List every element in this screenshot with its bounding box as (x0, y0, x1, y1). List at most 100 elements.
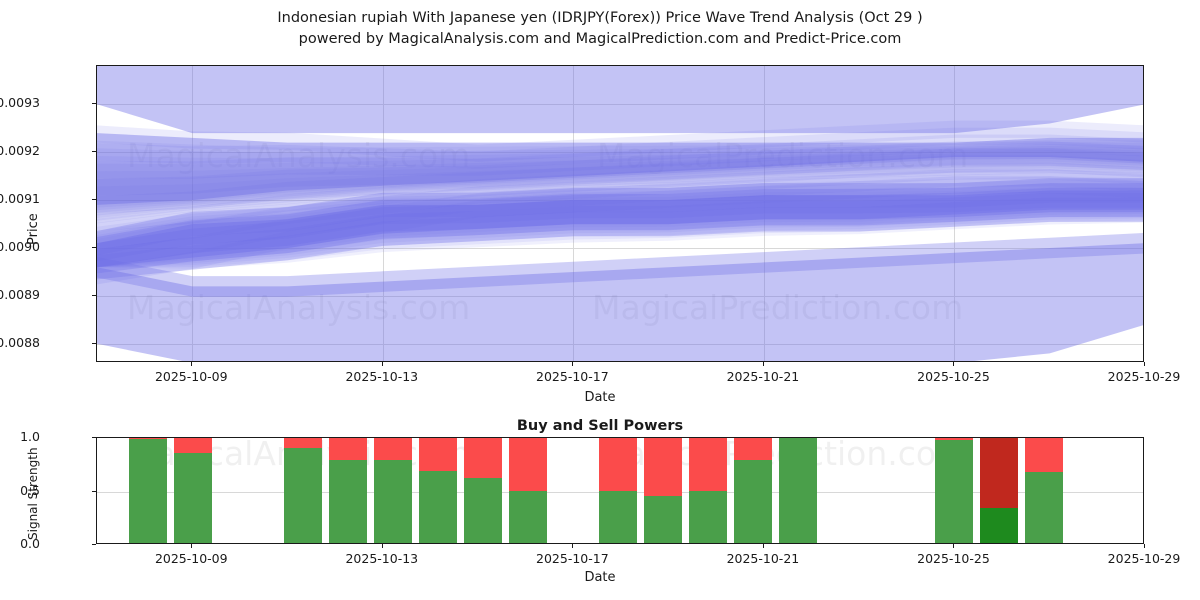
price-y-tick-mark (92, 199, 96, 201)
sell-power-segment (284, 438, 322, 448)
price-vgridline (763, 66, 765, 361)
powers-x-tick-mark (572, 544, 574, 548)
wave-band (97, 152, 1143, 224)
powers-x-tick-label: 2025-10-21 (726, 551, 800, 566)
wave-band (97, 183, 1143, 262)
sell-power-segment (129, 438, 167, 440)
buy-power-segment (935, 440, 973, 543)
powers-y-tick-mark (92, 437, 96, 438)
wave-band (97, 197, 1143, 280)
price-x-tick-label: 2025-10-17 (536, 369, 609, 384)
powers-x-tick-mark (381, 544, 383, 548)
buy-power-segment (779, 438, 817, 543)
buy-power-segment (329, 459, 367, 543)
sell-power-segment (734, 438, 772, 460)
price-y-tick-mark (92, 103, 96, 105)
buy-power-segment (464, 477, 502, 543)
wave-band (97, 150, 1143, 221)
wave-band (97, 127, 1143, 169)
wave-band (97, 162, 1143, 249)
power-bar[interactable] (129, 438, 167, 543)
price-vgridline (192, 66, 194, 361)
sell-power-segment (509, 438, 547, 491)
wave-band (97, 146, 1143, 216)
power-bar[interactable] (419, 438, 457, 543)
powers-x-tick-label: 2025-10-13 (345, 551, 419, 566)
power-bar[interactable] (779, 438, 817, 543)
title-line-1: Indonesian rupiah With Japanese yen (IDR… (277, 10, 923, 26)
power-bar[interactable] (935, 438, 973, 543)
price-x-tick-mark (953, 362, 955, 366)
powers-x-tick-mark (953, 544, 955, 548)
wave-band (97, 120, 1143, 162)
wave-band (97, 190, 1143, 268)
price-y-tick-mark (92, 151, 96, 153)
price-x-tick-label: 2025-10-13 (345, 369, 419, 384)
wave-band (97, 176, 1143, 268)
price-wave-bands (97, 66, 1143, 361)
price-y-tick-mark (92, 342, 96, 344)
price-y-tick-mark (92, 294, 96, 296)
price-gridline (97, 248, 1143, 250)
buy-power-segment (129, 439, 167, 543)
wave-band (97, 187, 1143, 268)
wave-band (97, 233, 1143, 297)
buy-power-segment (689, 490, 727, 543)
wave-band (97, 169, 1143, 269)
buy-power-segment (644, 495, 682, 543)
power-bar[interactable] (599, 438, 637, 543)
buy-power-segment (284, 447, 322, 543)
power-bar[interactable] (464, 438, 502, 543)
price-x-tick-mark (191, 362, 193, 366)
sell-power-segment (1025, 438, 1063, 473)
wave-band (97, 187, 1143, 268)
power-bar[interactable] (1025, 438, 1063, 543)
wave-band (97, 155, 1143, 232)
power-bar[interactable] (329, 438, 367, 543)
price-x-tick-label: 2025-10-09 (154, 369, 228, 384)
wave-band (97, 134, 1143, 179)
buy-power-segment (419, 471, 457, 543)
powers-x-axis-label: Date (584, 570, 616, 585)
powers-chart-title: Buy and Sell Powers (516, 418, 684, 434)
powers-x-tick-mark (762, 544, 764, 548)
price-wave-chart: MagicalAnalysis.com MagicalPrediction.com… (96, 65, 1144, 362)
price-gridline (97, 200, 1143, 202)
buy-power-segment (374, 459, 412, 543)
powers-x-tick-label: 2025-10-17 (536, 551, 609, 566)
sell-power-segment (419, 438, 457, 472)
buy-power-segment (1025, 472, 1063, 543)
wave-band (97, 192, 1143, 274)
power-bar[interactable] (980, 438, 1018, 543)
power-bar[interactable] (509, 438, 547, 543)
price-x-tick-mark (1144, 362, 1145, 366)
wave-band (97, 169, 1143, 267)
power-bar[interactable] (734, 438, 772, 543)
powers-x-tick-mark (1144, 544, 1145, 548)
price-y-tick-mark (92, 247, 96, 249)
powers-x-tick-mark (191, 544, 193, 548)
power-bar[interactable] (374, 438, 412, 543)
sell-power-segment (599, 438, 637, 491)
power-bar[interactable] (644, 438, 682, 543)
powers-x-tick-label: 2025-10-09 (154, 551, 228, 566)
price-gridline (97, 104, 1143, 106)
buy-power-segment (734, 459, 772, 543)
price-vgridline (573, 66, 575, 361)
buy-power-segment (174, 453, 212, 543)
wave-band (97, 176, 1143, 285)
power-bar[interactable] (689, 438, 727, 543)
title-line-2: powered by MagicalAnalysis.com and Magic… (298, 31, 902, 47)
wave-band (97, 183, 1143, 268)
power-bar[interactable] (284, 438, 322, 543)
wave-band (97, 178, 1143, 256)
powers-y-tick-mark (92, 544, 96, 545)
wave-band (97, 144, 1143, 213)
wave-band (97, 141, 1143, 196)
power-bar[interactable] (174, 438, 212, 543)
price-x-tick-label: 2025-10-25 (917, 369, 990, 384)
page-title: Indonesian rupiah With Japanese yen (IDR… (0, 8, 1200, 50)
wave-band (97, 141, 1143, 211)
price-x-tick-mark (381, 362, 383, 366)
